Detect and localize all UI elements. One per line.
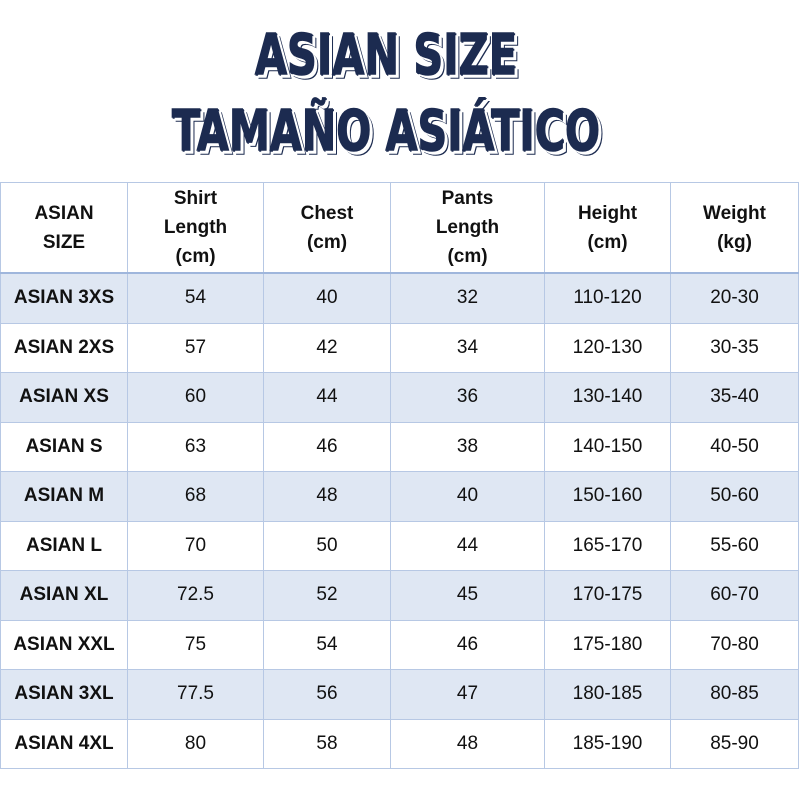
- header-line: Shirt: [173, 188, 218, 209]
- table-row: ASIAN 3XL 77.5 56 47 180-185 80-85: [0, 669, 799, 720]
- size-label: ASIAN L: [0, 520, 128, 571]
- cell: 180-185: [544, 669, 671, 720]
- subtitle: TAMAÑO ASIÁTICO: [172, 99, 600, 164]
- cell: 47: [390, 669, 545, 720]
- column-header: Chest (cm): [263, 182, 391, 274]
- cell: 80: [127, 718, 264, 769]
- cell: 63: [127, 421, 264, 472]
- cell: 80-85: [670, 669, 799, 720]
- header-line: (cm): [587, 231, 628, 253]
- size-label: ASIAN XXL: [0, 619, 128, 670]
- cell: 70-80: [670, 619, 799, 670]
- cell: 44: [390, 520, 545, 571]
- cell: 77.5: [127, 669, 264, 720]
- cell: 50-60: [670, 471, 799, 522]
- header-line: Weight: [703, 202, 766, 224]
- cell: 20-30: [670, 272, 799, 324]
- table-row: ASIAN L 70 50 44 165-170 55-60: [0, 520, 799, 571]
- cell: 130-140: [544, 372, 671, 423]
- cell: 110-120: [544, 272, 671, 324]
- size-label: ASIAN XS: [0, 372, 128, 423]
- title: ASIAN SIZE: [255, 23, 517, 88]
- header-line: Height: [577, 202, 638, 224]
- size-label: ASIAN XL: [0, 570, 128, 621]
- cell: 48: [390, 718, 545, 769]
- cell: 56: [263, 669, 391, 720]
- header-line: (cm): [175, 246, 216, 267]
- header-line: Length: [163, 217, 228, 238]
- cell: 54: [127, 272, 264, 324]
- table-row: ASIAN 2XS 57 42 34 120-130 30-35: [0, 322, 799, 373]
- cell: 60-70: [670, 570, 799, 621]
- cell: 35-40: [670, 372, 799, 423]
- cell: 54: [263, 619, 391, 670]
- cell: 120-130: [544, 322, 671, 373]
- cell: 68: [127, 471, 264, 522]
- cell: 48: [263, 471, 391, 522]
- size-label: ASIAN 2XS: [0, 322, 128, 373]
- table-row: ASIAN 3XS 54 40 32 110-120 20-30: [0, 272, 799, 324]
- cell: 44: [263, 372, 391, 423]
- cell: 140-150: [544, 421, 671, 472]
- table-row: ASIAN 4XL 80 58 48 185-190 85-90: [0, 718, 799, 769]
- cell: 50: [263, 520, 391, 571]
- column-header: ASIAN SIZE: [0, 182, 128, 274]
- cell: 72.5: [127, 570, 264, 621]
- header-line: (cm): [447, 246, 488, 267]
- cell: 32: [390, 272, 545, 324]
- cell: 46: [390, 619, 545, 670]
- column-header: Weight (kg): [670, 182, 799, 274]
- cell: 170-175: [544, 570, 671, 621]
- size-label: ASIAN 4XL: [0, 718, 128, 769]
- cell: 175-180: [544, 619, 671, 670]
- cell: 45: [390, 570, 545, 621]
- cell: 60: [127, 372, 264, 423]
- title-block: ASIAN SIZE TAMAÑO ASIÁTICO: [171, 22, 601, 165]
- column-header: Pants Length (cm): [390, 182, 545, 274]
- cell: 185-190: [544, 718, 671, 769]
- size-label: ASIAN S: [0, 421, 128, 472]
- header-line: SIZE: [42, 231, 86, 253]
- table-row: ASIAN XL 72.5 52 45 170-175 60-70: [0, 570, 799, 621]
- cell: 40-50: [670, 421, 799, 472]
- header-line: Length: [435, 217, 500, 238]
- cell: 85-90: [670, 718, 799, 769]
- cell: 40: [390, 471, 545, 522]
- cell: 42: [263, 322, 391, 373]
- size-table: ASIAN SIZE Shirt Length (cm) Chest (cm) Pants Le…: [0, 182, 799, 769]
- cell: 46: [263, 421, 391, 472]
- cell: 52: [263, 570, 391, 621]
- cell: 36: [390, 372, 545, 423]
- cell: 75: [127, 619, 264, 670]
- cell: 57: [127, 322, 264, 373]
- header-row: ASIAN SIZE Shirt Length (cm) Chest (cm) Pants Le…: [0, 182, 799, 274]
- column-header: Height (cm): [544, 182, 671, 274]
- table-row: ASIAN XXL 75 54 46 175-180 70-80: [0, 619, 799, 670]
- table-row: ASIAN M 68 48 40 150-160 50-60: [0, 471, 799, 522]
- size-label: ASIAN 3XL: [0, 669, 128, 720]
- header-line: ASIAN: [34, 202, 94, 224]
- table-body: ASIAN 3XS 54 40 32 110-120 20-30 ASIAN 2XS 57 42…: [0, 272, 799, 769]
- table-row: ASIAN XS 60 44 36 130-140 35-40: [0, 372, 799, 423]
- cell: 55-60: [670, 520, 799, 571]
- cell: 40: [263, 272, 391, 324]
- size-label: ASIAN 3XS: [0, 272, 128, 324]
- size-label: ASIAN M: [0, 471, 128, 522]
- header-line: Chest: [300, 202, 354, 224]
- header-line: Pants: [441, 188, 494, 209]
- cell: 38: [390, 421, 545, 472]
- cell: 34: [390, 322, 545, 373]
- header-line: (kg): [717, 231, 752, 253]
- column-header: Shirt Length (cm): [127, 182, 264, 274]
- cell: 70: [127, 520, 264, 571]
- cell: 165-170: [544, 520, 671, 571]
- table-row: ASIAN S 63 46 38 140-150 40-50: [0, 421, 799, 472]
- cell: 150-160: [544, 471, 671, 522]
- cell: 58: [263, 718, 391, 769]
- cell: 30-35: [670, 322, 799, 373]
- header-line: (cm): [306, 231, 348, 253]
